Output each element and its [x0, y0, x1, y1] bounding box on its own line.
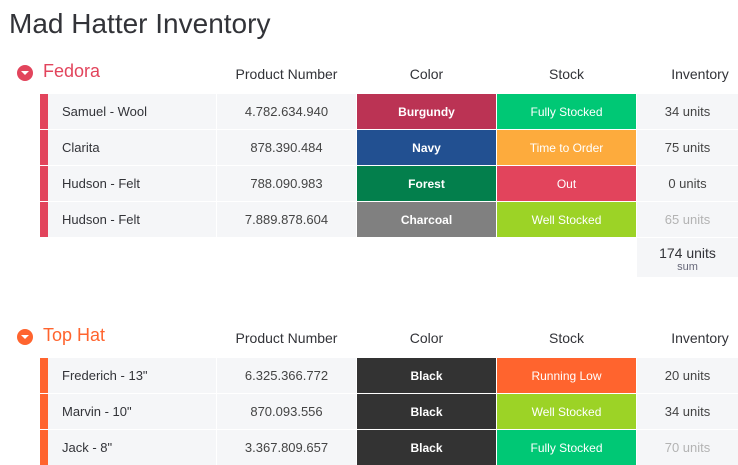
- inventory-cell[interactable]: 0 units: [637, 166, 738, 201]
- column-header-inventory[interactable]: Inventory: [671, 66, 729, 82]
- item-name[interactable]: Hudson - Felt: [48, 166, 216, 201]
- stock-status-label[interactable]: Out: [497, 166, 636, 201]
- group-header: Fedora Product Number Color Stock Invent…: [0, 57, 738, 93]
- product-number-cell[interactable]: 6.325.366.772: [217, 358, 356, 393]
- inventory-sum: 174 units sum: [637, 238, 738, 277]
- item-name[interactable]: Clarita: [48, 130, 216, 165]
- table-row[interactable]: Marvin - 10" 870.093.556 Black Well Stoc…: [40, 394, 738, 429]
- product-number-cell[interactable]: 878.390.484: [217, 130, 356, 165]
- inventory-cell[interactable]: 20 units: [637, 358, 738, 393]
- group-color-bar: [40, 94, 48, 129]
- group-fedora: Fedora Product Number Color Stock Invent…: [0, 57, 738, 277]
- color-label[interactable]: Black: [357, 394, 496, 429]
- inventory-cell[interactable]: 34 units: [637, 94, 738, 129]
- group-color-bar: [40, 202, 48, 237]
- table-row[interactable]: Clarita 878.390.484 Navy Time to Order 7…: [40, 130, 738, 165]
- stock-status-label[interactable]: Running Low: [497, 358, 636, 393]
- table-row[interactable]: Samuel - Wool 4.782.634.940 Burgundy Ful…: [40, 94, 738, 129]
- table-row[interactable]: Hudson - Felt 788.090.983 Forest Out 0 u…: [40, 166, 738, 201]
- stock-status-label[interactable]: Fully Stocked: [497, 94, 636, 129]
- item-name[interactable]: Hudson - Felt: [48, 202, 216, 237]
- column-header-color[interactable]: Color: [409, 330, 444, 346]
- inventory-cell[interactable]: 34 units: [637, 394, 738, 429]
- column-header-product-number[interactable]: Product Number: [235, 66, 338, 82]
- group-color-bar: [40, 358, 48, 393]
- column-header-stock[interactable]: Stock: [548, 66, 584, 82]
- table-row[interactable]: Frederich - 13" 6.325.366.772 Black Runn…: [40, 358, 738, 393]
- group-title[interactable]: Top Hat: [43, 325, 106, 345]
- group-title[interactable]: Fedora: [43, 61, 101, 81]
- column-header-product-number[interactable]: Product Number: [235, 330, 338, 346]
- column-header-stock[interactable]: Stock: [548, 330, 584, 346]
- item-name[interactable]: Frederich - 13": [48, 358, 216, 393]
- group-color-bar: [40, 166, 48, 201]
- page-title: Mad Hatter Inventory: [9, 8, 271, 39]
- product-number-cell[interactable]: 788.090.983: [217, 166, 356, 201]
- product-number-cell[interactable]: 870.093.556: [217, 394, 356, 429]
- collapse-group-icon[interactable]: [17, 329, 33, 345]
- column-header-color[interactable]: Color: [409, 66, 444, 82]
- inventory-cell[interactable]: 65 units: [637, 202, 738, 237]
- color-label[interactable]: Navy: [357, 130, 496, 165]
- color-label[interactable]: Black: [357, 358, 496, 393]
- collapse-group-icon[interactable]: [17, 65, 33, 81]
- group-color-bar: [40, 130, 48, 165]
- product-number-cell[interactable]: 7.889.878.604: [217, 202, 356, 237]
- stock-status-label[interactable]: Well Stocked: [497, 394, 636, 429]
- table-row[interactable]: Hudson - Felt 7.889.878.604 Charcoal Wel…: [40, 202, 738, 237]
- group-top-hat: Top Hat Product Number Color Stock Inven…: [0, 321, 738, 465]
- color-label[interactable]: Charcoal: [357, 202, 496, 237]
- group-header: Top Hat Product Number Color Stock Inven…: [0, 321, 738, 357]
- color-label[interactable]: Forest: [357, 166, 496, 201]
- color-label[interactable]: Burgundy: [357, 94, 496, 129]
- item-name[interactable]: Marvin - 10": [48, 394, 216, 429]
- sum-label: sum: [677, 261, 698, 273]
- group-color-bar: [40, 394, 48, 429]
- sum-value: 174 units: [659, 245, 716, 261]
- column-header-inventory[interactable]: Inventory: [671, 330, 729, 346]
- inventory-cell[interactable]: 75 units: [637, 130, 738, 165]
- product-number-cell[interactable]: 4.782.634.940: [217, 94, 356, 129]
- stock-status-label[interactable]: Time to Order: [497, 130, 636, 165]
- item-name[interactable]: Samuel - Wool: [48, 94, 216, 129]
- stock-status-label[interactable]: Well Stocked: [497, 202, 636, 237]
